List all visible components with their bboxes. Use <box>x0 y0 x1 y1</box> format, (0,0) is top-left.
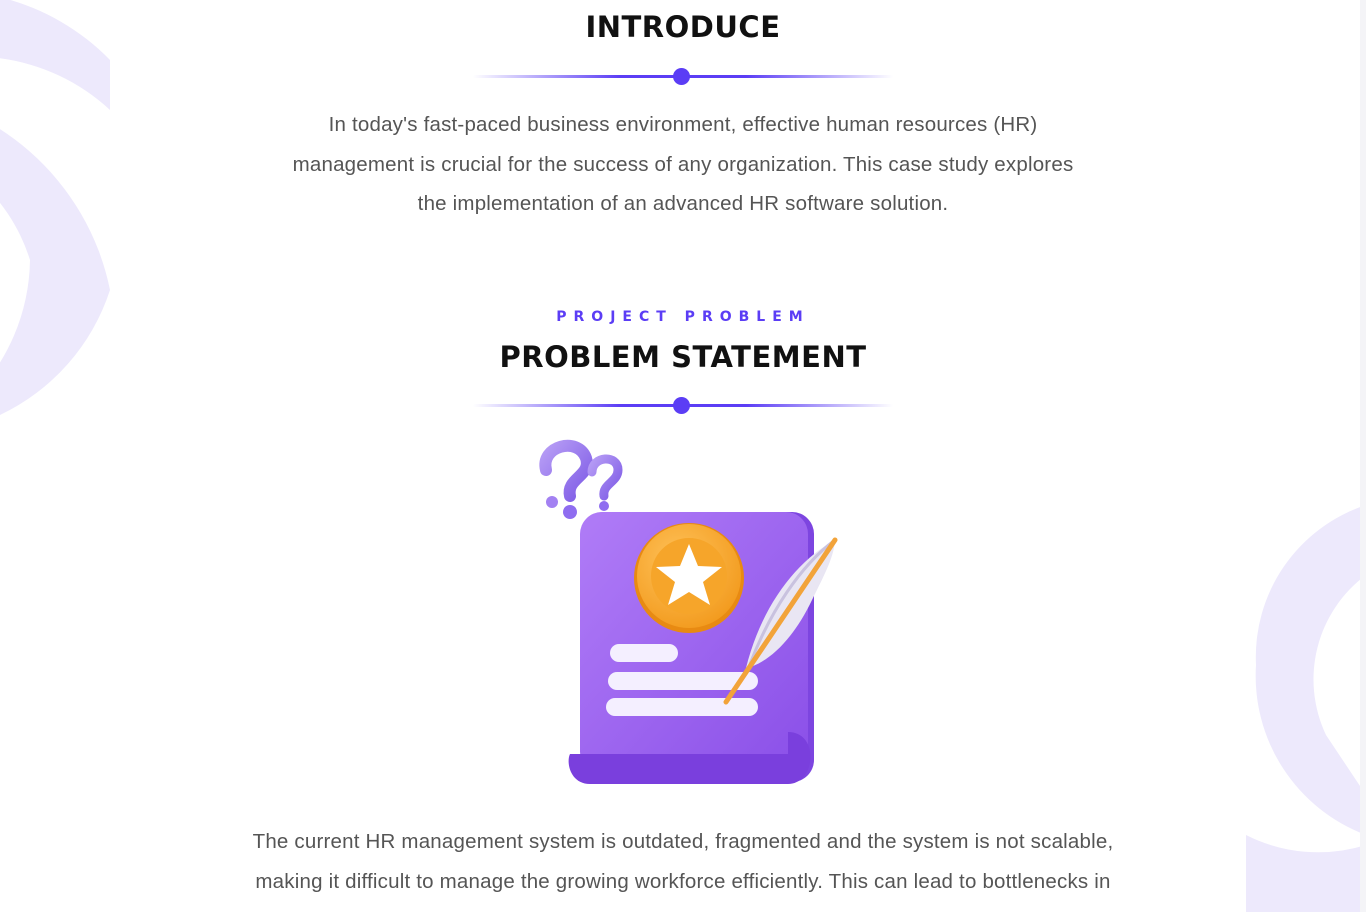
section-divider <box>473 397 893 414</box>
problem-title: PROBLEM STATEMENT <box>499 340 867 374</box>
problem-eyebrow: PROJECT PROBLEM <box>556 309 810 325</box>
section-divider <box>473 68 893 85</box>
problem-section: PROBLEM STATEMENT <box>0 340 1366 374</box>
introduce-title: INTRODUCE <box>585 10 781 44</box>
introduce-line-1: In today's fast-paced business environme… <box>328 113 1038 136</box>
problem-line-2: making it difficult to manage the growin… <box>255 869 1111 893</box>
problem-eyebrow-wrap: PROJECT PROBLEM <box>0 309 1366 325</box>
document-star-quill-icon <box>539 439 838 784</box>
divider-dot <box>673 68 690 85</box>
problem-line-1: The current HR management system is outd… <box>252 830 1114 853</box>
decorative-ring-left <box>0 0 110 415</box>
divider-dot <box>673 397 690 414</box>
problem-body: The current HR management system is outd… <box>0 822 1366 901</box>
introduce-divider-wrap <box>0 68 1366 85</box>
scrollbar-track[interactable] <box>1360 0 1366 912</box>
introduce-line-2: management is crucial for the success of… <box>292 152 1074 176</box>
introduce-body: In today's fast-paced business environme… <box>0 105 1366 224</box>
quill-icon <box>723 537 838 705</box>
decorative-ring-right <box>1246 505 1366 912</box>
problem-paragraph: The current HR management system is outd… <box>0 822 1366 901</box>
problem-divider-wrap <box>0 397 1366 414</box>
introduce-section: INTRODUCE <box>0 10 1366 44</box>
introduce-paragraph: In today's fast-paced business environme… <box>0 105 1366 224</box>
introduce-line-3: the implementation of an advanced HR sof… <box>417 192 949 215</box>
question-marks-icon <box>539 439 623 519</box>
